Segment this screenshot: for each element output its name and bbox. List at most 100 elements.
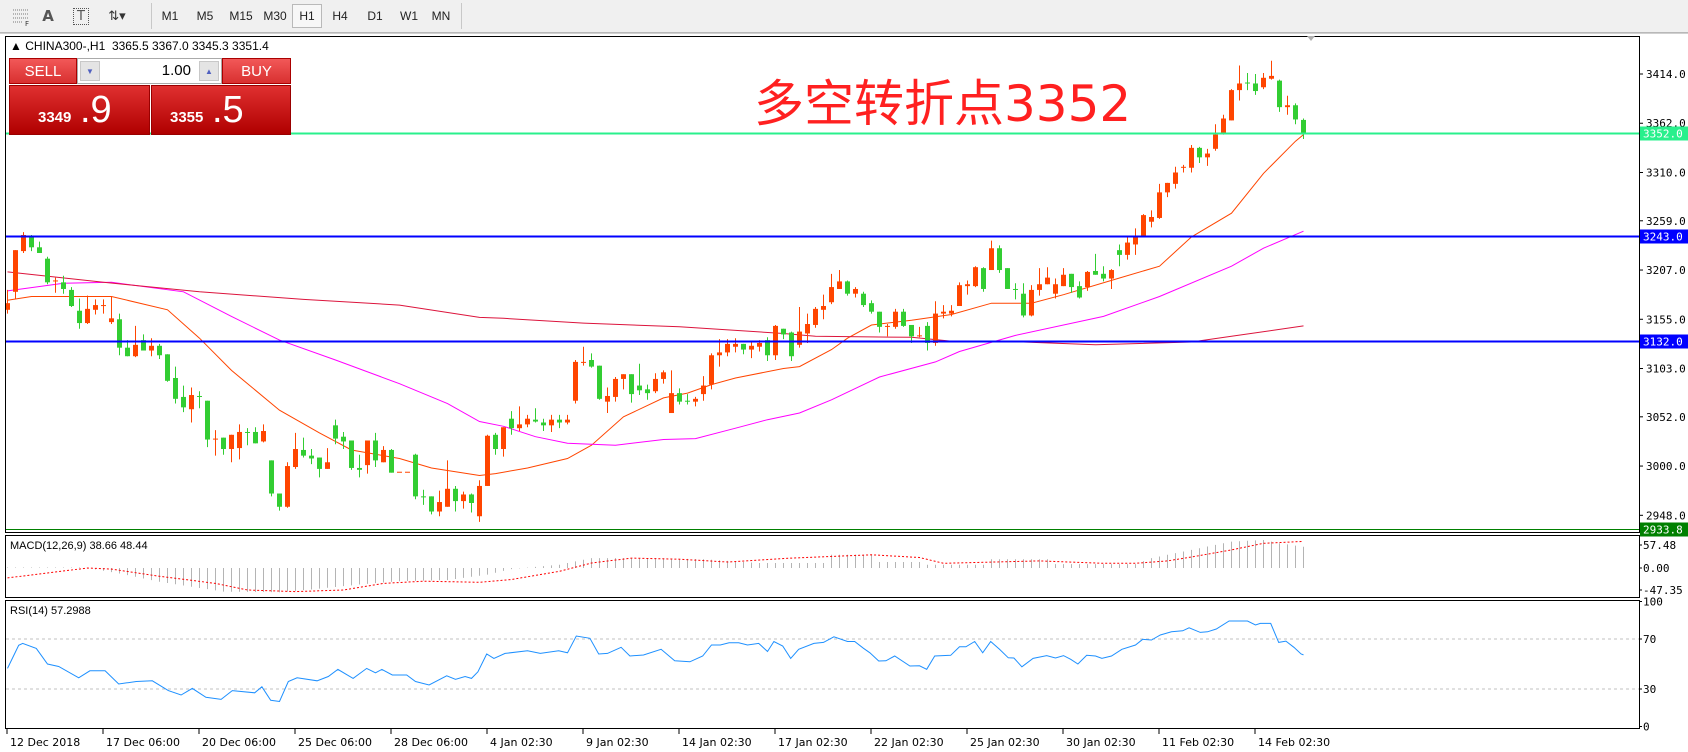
- rsi-line: [7, 620, 1304, 703]
- candle-body: [1077, 286, 1082, 298]
- candle: [877, 311, 882, 333]
- candle: [181, 385, 186, 413]
- candle: [541, 418, 546, 432]
- price-tick-label: 3155.0: [1646, 313, 1686, 326]
- candle-body: [853, 288, 858, 294]
- candle-body: [533, 419, 538, 422]
- candle: [573, 359, 578, 404]
- candle: [1197, 146, 1202, 164]
- timeframe-m5[interactable]: M5: [196, 9, 214, 23]
- symbol-label: CHINA300-,H1: [25, 39, 106, 53]
- candle: [1285, 95, 1290, 115]
- timeframe-h4[interactable]: H4: [332, 9, 348, 23]
- candle-body: [565, 419, 570, 423]
- candle: [253, 427, 258, 444]
- candle-body: [1021, 293, 1026, 316]
- candle-body: [293, 449, 298, 468]
- candle: [453, 485, 458, 512]
- arrows-icon[interactable]: ⇅▾: [108, 8, 126, 24]
- candle-body: [61, 282, 66, 289]
- candle-body: [717, 352, 722, 356]
- chart-shift-marker-icon[interactable]: [1307, 36, 1315, 41]
- timeframe-mn[interactable]: MN: [431, 9, 451, 23]
- candle: [837, 270, 842, 289]
- candle-body: [1189, 147, 1194, 168]
- candle: [1245, 73, 1250, 91]
- candle-body: [1029, 289, 1034, 316]
- candle: [437, 490, 442, 517]
- time-tick-label: 25 Jan 02:30: [970, 736, 1040, 749]
- candle-body: [661, 372, 666, 379]
- lot-increase-icon[interactable]: ▲: [199, 61, 219, 81]
- timeframe-w1[interactable]: W1: [400, 9, 418, 23]
- candle: [1053, 278, 1058, 299]
- chart-annotation-text[interactable]: 多空转折点3352: [754, 75, 1132, 133]
- candle-body: [421, 496, 426, 498]
- candle: [109, 296, 114, 325]
- candle-body: [125, 347, 130, 357]
- candle: [93, 299, 98, 315]
- candle: [997, 245, 1002, 273]
- candle: [333, 419, 338, 445]
- candle-body: [197, 395, 202, 397]
- timeframe-m30[interactable]: M30: [263, 9, 287, 23]
- candle: [213, 430, 218, 456]
- candle-body: [29, 236, 34, 248]
- direction-icon: ▲: [10, 39, 22, 53]
- candle-body: [573, 361, 578, 401]
- candle-body: [157, 345, 162, 356]
- timeframe-m1[interactable]: M1: [161, 9, 179, 23]
- buy-price-button[interactable]: 3355 .5: [151, 85, 291, 135]
- candle: [621, 374, 626, 390]
- text-icon[interactable]: A: [42, 7, 54, 25]
- macd-pane[interactable]: [5, 535, 1640, 598]
- candle-body: [301, 449, 306, 456]
- timeframe-h1[interactable]: H1: [292, 4, 322, 28]
- buy-button[interactable]: BUY: [222, 58, 291, 84]
- candle: [669, 370, 674, 414]
- candle-body: [469, 494, 474, 503]
- sell-price-button[interactable]: 3349 .9: [9, 85, 150, 135]
- candle-body: [45, 258, 50, 283]
- candle: [261, 424, 266, 443]
- candle: [125, 340, 130, 357]
- candle: [693, 396, 698, 407]
- sell-button[interactable]: SELL: [9, 58, 77, 84]
- candle: [1149, 210, 1154, 228]
- candle-body: [1125, 242, 1130, 255]
- moving-average-ma_mid: [7, 230, 1304, 446]
- candle-body: [933, 313, 938, 343]
- candle-body: [1053, 284, 1058, 294]
- price-tick-label: 3259.0: [1646, 215, 1686, 228]
- lot-size-input[interactable]: ▼ 1.00 ▲: [77, 58, 222, 84]
- candle: [101, 299, 106, 314]
- candle-body: [797, 331, 802, 345]
- candle: [77, 298, 82, 329]
- timeframe-m15[interactable]: M15: [229, 9, 253, 23]
- candle: [909, 324, 914, 343]
- candle-body: [389, 449, 394, 473]
- candle: [165, 354, 170, 382]
- candle: [853, 287, 858, 298]
- candle: [805, 313, 810, 343]
- candle-body: [149, 345, 154, 351]
- candle: [941, 305, 946, 319]
- lot-decrease-icon[interactable]: ▼: [80, 61, 100, 81]
- candle: [397, 471, 402, 473]
- period-separators-icon[interactable]: F: [10, 6, 32, 26]
- candle-body: [437, 502, 442, 512]
- rsi-pane[interactable]: [5, 600, 1640, 729]
- candle-body: [973, 267, 978, 287]
- candle-body: [101, 305, 106, 307]
- candle-body: [1197, 147, 1202, 158]
- toolbar-separator: [461, 3, 462, 29]
- candle-body: [837, 281, 842, 289]
- candle-body: [1285, 105, 1290, 108]
- timeframe-d1[interactable]: D1: [367, 9, 383, 23]
- rsi-label: RSI(14) 57.2988: [10, 605, 91, 617]
- candle-body: [621, 374, 626, 379]
- candle-body: [1093, 270, 1098, 275]
- text-label-icon[interactable]: T: [70, 6, 92, 26]
- candle: [309, 449, 314, 465]
